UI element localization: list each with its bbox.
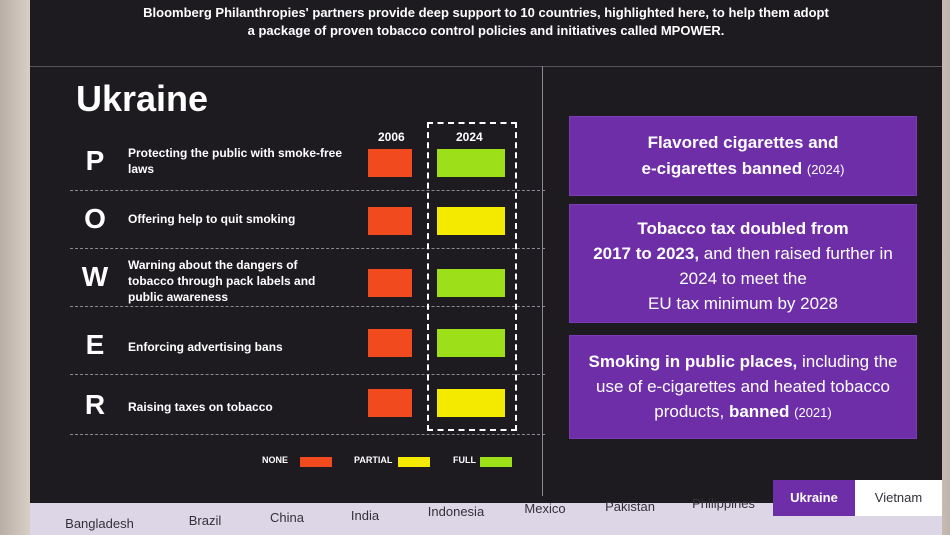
mpower-row-r: R Raising taxes on tobacco bbox=[70, 377, 545, 435]
mpower-row-e: E Enforcing advertising bans bbox=[70, 317, 545, 375]
row-separator bbox=[70, 306, 545, 307]
legend-full-swatch bbox=[480, 457, 512, 467]
header-line-1: Bloomberg Philanthropies' partners provi… bbox=[143, 5, 829, 20]
row-letter: P bbox=[85, 145, 105, 176]
legend-full-label: FULL bbox=[453, 455, 476, 465]
info-panel-public-smoking: Smoking in public places, including the … bbox=[570, 336, 916, 438]
year-2024-label: 2024 bbox=[456, 130, 483, 144]
panel-2-line-3: 2024 to meet the bbox=[679, 269, 807, 288]
tab-mexico[interactable]: Mexico bbox=[524, 501, 566, 516]
header-line-2: a package of proven tobacco control poli… bbox=[247, 23, 725, 38]
panel-2-line-4: EU tax minimum by 2028 bbox=[648, 294, 838, 313]
panel-3-line-3: products, bbox=[654, 402, 725, 421]
mpower-row-w: W Warning about the dangers of tobacco t… bbox=[70, 249, 545, 307]
tab-ukraine[interactable]: Ukraine bbox=[773, 480, 855, 516]
header: Bloomberg Philanthropies' partners provi… bbox=[30, 0, 942, 66]
row-letter: O bbox=[84, 203, 106, 234]
mpower-row-p: P Protecting the public with smoke-free … bbox=[70, 133, 545, 191]
panel-2-line-1: Tobacco tax doubled from bbox=[637, 219, 849, 238]
status-2024-box bbox=[437, 329, 505, 357]
tab-india[interactable]: India bbox=[350, 508, 380, 523]
row-description: Enforcing advertising bans bbox=[128, 340, 283, 354]
row-separator bbox=[70, 434, 545, 435]
status-2006-box bbox=[368, 149, 412, 177]
row-letter: R bbox=[84, 389, 106, 420]
legend-none-label: NONE bbox=[262, 455, 289, 465]
row-description: Offering help to quit smoking bbox=[128, 212, 296, 226]
highlight-2024-frame bbox=[427, 122, 517, 431]
panel-3-bold: Smoking in public places, bbox=[588, 352, 798, 371]
status-2024-box bbox=[437, 207, 505, 235]
row-description: Protecting the public with smoke-free la… bbox=[128, 146, 343, 176]
status-2024-box bbox=[437, 149, 505, 177]
legend-partial-label: PARTIAL bbox=[354, 455, 393, 465]
header-divider bbox=[30, 66, 942, 67]
status-2006-box bbox=[368, 389, 412, 417]
status-2024-box bbox=[437, 389, 505, 417]
panel-3-year: (2021) bbox=[794, 405, 832, 420]
row-separator bbox=[70, 248, 545, 249]
tab-indonesia[interactable]: Indonesia bbox=[427, 504, 485, 519]
panel-1-line-2: e-cigarettes banned bbox=[641, 159, 803, 178]
row-description: Warning about the dangers of tobacco thr… bbox=[128, 258, 316, 304]
row-separator bbox=[70, 374, 545, 375]
country-title: Ukraine bbox=[76, 78, 209, 119]
info-panel-tax: Tobacco tax doubled from 2017 to 2023, a… bbox=[570, 205, 916, 322]
panel-1-line-1: Flavored cigarettes and bbox=[647, 133, 839, 152]
status-2006-box bbox=[368, 269, 412, 297]
status-2024-box bbox=[437, 269, 505, 297]
panel-2-bold-years: 2017 to 2023, bbox=[593, 244, 700, 263]
tab-brazil[interactable]: Brazil bbox=[188, 513, 222, 528]
legend-partial-swatch bbox=[398, 457, 430, 467]
tab-pakistan[interactable]: Pakistan bbox=[605, 499, 655, 514]
panel-3-banned: banned bbox=[728, 402, 790, 421]
info-panel-flavored: Flavored cigarettes and e-cigarettes ban… bbox=[570, 117, 916, 195]
panel-2-line-2: and then raised further in bbox=[703, 244, 893, 263]
panel-3-line-1: including the bbox=[802, 352, 898, 371]
year-2006-label: 2006 bbox=[378, 130, 405, 144]
row-letter: W bbox=[81, 261, 109, 292]
status-2006-box bbox=[368, 207, 412, 235]
tab-vietnam[interactable]: Vietnam bbox=[855, 480, 942, 516]
vertical-divider bbox=[542, 66, 543, 496]
tab-bangladesh[interactable]: Bangladesh bbox=[65, 516, 134, 531]
panel-1-year: (2024) bbox=[806, 162, 845, 177]
panel-3-line-2: use of e-cigarettes and heated tobacco bbox=[596, 377, 890, 396]
row-letter: E bbox=[85, 329, 105, 360]
mpower-row-o: O Offering help to quit smoking bbox=[70, 191, 545, 249]
tab-philippines[interactable]: Philippines bbox=[692, 496, 755, 511]
display-screen: Bloomberg Philanthropies' partners provi… bbox=[30, 0, 942, 535]
legend-none-swatch bbox=[300, 457, 332, 467]
tab-china[interactable]: China bbox=[270, 510, 304, 525]
row-separator bbox=[70, 190, 545, 191]
status-2006-box bbox=[368, 329, 412, 357]
row-description: Raising taxes on tobacco bbox=[128, 400, 273, 414]
